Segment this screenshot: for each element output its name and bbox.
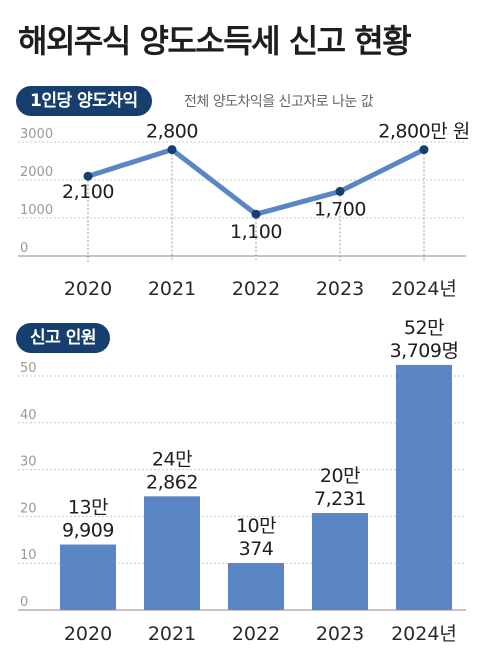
line-data-point — [335, 186, 345, 196]
bar-label-top: 52만 — [404, 317, 444, 339]
bar-label-top: 13만 — [68, 497, 108, 519]
bar-ytick-label: 0 — [20, 595, 28, 610]
line-ytick-label: 3000 — [20, 127, 53, 142]
bar-x-tick-label: 2021 — [148, 623, 196, 645]
line-x-tick-label: 2022 — [232, 278, 280, 300]
bar-label-bottom: 374 — [239, 538, 274, 560]
bar-rect — [312, 513, 368, 610]
bar-x-tick-label: 2023 — [316, 623, 364, 645]
bar-ytick-label: 40 — [20, 408, 37, 423]
bar-rect — [228, 563, 284, 610]
bar-rect — [144, 496, 200, 610]
bar-x-tick-label: 2020 — [64, 623, 112, 645]
bar-x-tick-label: 2022 — [232, 623, 280, 645]
line-data-point — [251, 209, 261, 219]
bar-label-top: 20만 — [320, 465, 360, 487]
line-x-tick-label: 2021 — [148, 278, 196, 300]
bar-rect — [60, 544, 116, 610]
line-data-point — [83, 171, 93, 181]
line-series-path — [85, 147, 427, 217]
line-data-label: 2,800 — [146, 121, 198, 143]
line-ytick-label: 1000 — [20, 203, 53, 218]
line-data-point — [167, 145, 177, 155]
bar-ytick-label: 10 — [20, 548, 37, 563]
line-x-tick-label: 2024년 — [391, 278, 457, 300]
line-data-label: 2,100 — [62, 181, 114, 203]
bar-label-top: 24만 — [152, 448, 192, 470]
line-ytick-label: 2000 — [20, 165, 53, 180]
bar-label-bottom: 9,909 — [62, 520, 114, 542]
line-data-label: 1,100 — [230, 221, 282, 243]
bar-ytick-label: 30 — [20, 455, 37, 470]
line-data-point — [419, 145, 429, 155]
bar-x-tick-label: 2024년 — [391, 623, 457, 645]
line-chart-title: 1인당 양도차익 — [16, 86, 152, 116]
line-chart-subtitle: 전체 양도차익을 신고자로 나눈 값 — [184, 94, 374, 110]
bar-label-top: 10만 — [236, 515, 276, 537]
bar-rect — [396, 364, 452, 610]
bar-chart-title: 신고 인원 — [16, 323, 110, 353]
bar-label-bottom: 7,231 — [314, 488, 366, 510]
bar-ytick-label: 20 — [20, 501, 37, 516]
line-data-label: 2,800만 원 — [378, 121, 469, 143]
bar-ytick-label: 50 — [20, 361, 37, 376]
page-title: 해외주식 양도소득세 신고 현황 — [18, 22, 412, 60]
bar-label-bottom: 2,862 — [146, 471, 198, 493]
line-x-tick-label: 2020 — [64, 278, 112, 300]
bar-label-bottom: 3,709명 — [390, 340, 459, 362]
line-ytick-label: 0 — [20, 241, 28, 256]
line-data-label: 1,700 — [314, 198, 366, 220]
line-x-tick-label: 2023 — [316, 278, 364, 300]
